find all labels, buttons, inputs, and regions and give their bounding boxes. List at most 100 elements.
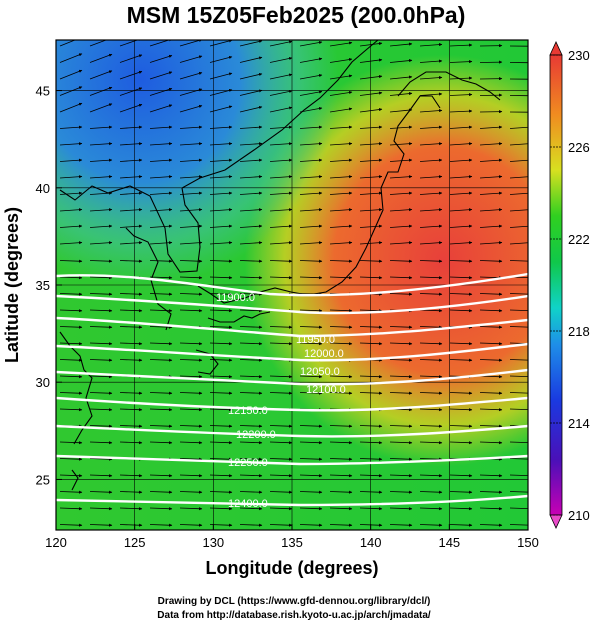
wind-arrow <box>389 259 413 263</box>
wind-arrow <box>89 424 113 428</box>
wind-arrow <box>209 88 233 96</box>
wind-arrow <box>359 58 383 63</box>
wind-arrow <box>299 191 323 195</box>
wind-arrow <box>269 325 293 329</box>
wind-arrow <box>119 523 143 527</box>
wind-arrow <box>59 191 83 195</box>
contour-label: 12100.0 <box>306 384 346 396</box>
wind-arrow <box>239 175 263 179</box>
wind-arrow <box>149 408 173 412</box>
wind-arrow <box>329 523 353 527</box>
wind-arrow <box>299 106 323 113</box>
wind-arrow <box>209 490 233 494</box>
wind-arrow <box>359 91 383 96</box>
wind-arrow <box>119 54 143 63</box>
wind-arrow <box>509 342 528 345</box>
wind-arrow <box>389 342 413 346</box>
wind-arrow <box>59 175 83 179</box>
wind-arrow <box>239 358 263 362</box>
wind-arrow <box>239 191 263 195</box>
wind-arrow <box>509 242 528 245</box>
wind-arrow <box>449 191 473 195</box>
wind-arrow <box>59 125 83 129</box>
wind-arrow <box>119 224 143 228</box>
wind-arrow <box>179 424 203 428</box>
wind-arrow <box>389 424 413 428</box>
wind-arrow <box>329 175 353 179</box>
wind-arrow <box>359 375 383 379</box>
wind-arrow <box>239 391 263 395</box>
wind-arrow <box>449 76 473 80</box>
wind-arrow <box>179 104 203 113</box>
wind-arrow <box>269 375 293 379</box>
wind-arrow <box>479 408 503 412</box>
wind-arrow <box>479 309 503 313</box>
wind-arrow <box>89 457 113 461</box>
wind-arrow <box>209 175 233 179</box>
wind-arrow <box>359 490 383 494</box>
wind-arrow <box>419 241 443 245</box>
wind-arrow <box>89 53 113 63</box>
wind-arrow <box>89 276 113 280</box>
wind-arrow <box>449 158 473 162</box>
wind-arrow <box>59 102 83 113</box>
wind-arrow <box>119 259 143 263</box>
wind-arrow <box>299 457 323 461</box>
wind-arrow <box>509 309 528 312</box>
wind-arrow <box>419 490 443 494</box>
wind-arrow <box>299 490 323 494</box>
wind-arrow <box>509 126 528 129</box>
wind-arrow <box>209 259 233 263</box>
wind-arrow <box>389 108 413 113</box>
wind-arrow <box>449 125 473 129</box>
wind-arrow <box>89 259 113 263</box>
wind-arrow <box>419 109 443 113</box>
wind-arrow <box>209 191 233 195</box>
wind-arrow <box>329 490 353 494</box>
wind-arrow <box>359 41 383 47</box>
wind-arrow <box>149 54 173 63</box>
contour-labels: 11900.0 11950.0 12000.0 12050.0 12100.0 … <box>216 292 346 510</box>
wind-arrow <box>179 342 203 346</box>
wind-arrow <box>449 175 473 179</box>
wind-arrow <box>119 424 143 428</box>
wind-arrow <box>509 524 528 526</box>
wind-arrow <box>449 93 473 97</box>
wind-arrow <box>209 507 233 511</box>
wind-arrow <box>239 474 263 478</box>
wind-arrow <box>89 142 113 146</box>
contour-label: 11900.0 <box>216 292 255 304</box>
wind-arrow <box>89 158 113 162</box>
wind-arrow <box>389 125 413 129</box>
wind-arrow <box>179 158 203 162</box>
wind-arrow <box>269 175 293 179</box>
wind-arrow <box>299 73 323 80</box>
wind-arrow <box>419 191 443 195</box>
wind-arrow <box>119 125 143 129</box>
wind-arrow <box>449 259 473 263</box>
wind-arrow <box>209 125 233 129</box>
colorbar-top-triangle <box>549 41 563 56</box>
wind-arrow <box>299 391 323 395</box>
wind-arrow <box>299 224 323 228</box>
wind-arrow <box>329 208 353 212</box>
wind-arrow <box>179 224 203 228</box>
wind-arrow <box>299 158 323 162</box>
wind-arrow <box>449 43 473 47</box>
wind-arrow <box>59 375 83 379</box>
wind-arrow <box>179 125 203 129</box>
wind-arrow <box>359 241 383 245</box>
wind-arrow <box>269 507 293 511</box>
wind-arrow <box>359 325 383 329</box>
wind-arrow <box>209 342 233 346</box>
wind-arrow <box>119 241 143 245</box>
wind-arrow <box>149 309 173 313</box>
wind-arrow <box>389 391 413 395</box>
wind-arrow <box>179 55 203 63</box>
wind-arrow <box>329 276 353 280</box>
wind-arrow <box>449 507 473 511</box>
wind-arrow <box>89 507 113 511</box>
contour-label: 12000.0 <box>304 348 344 360</box>
x-tick-label: 120 <box>45 535 67 550</box>
wind-arrow <box>389 224 413 228</box>
